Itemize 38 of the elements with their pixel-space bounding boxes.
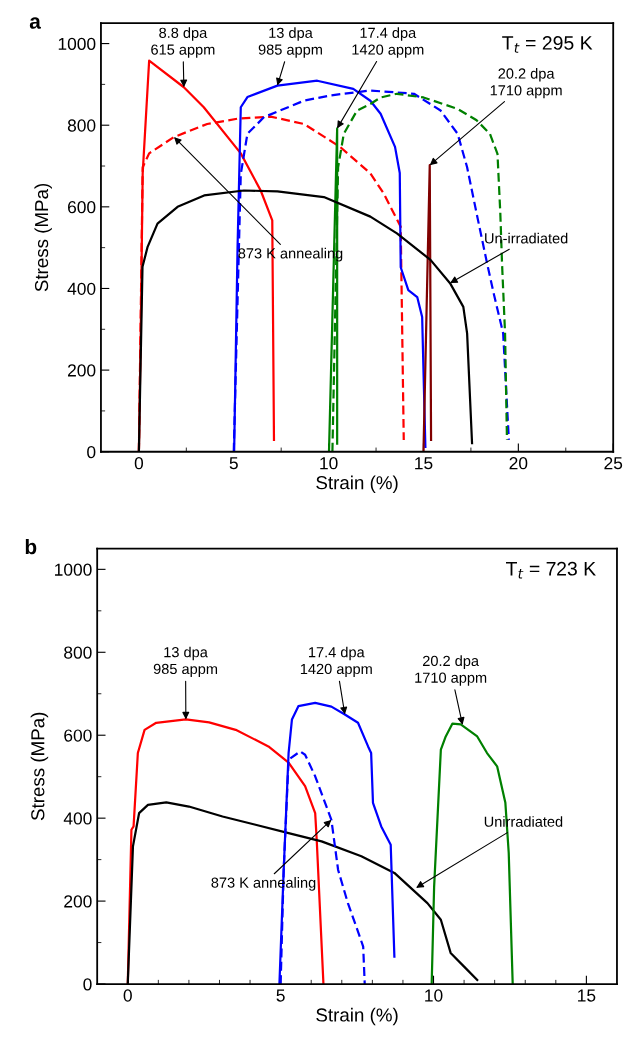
- x-tick-label: 15: [415, 457, 433, 470]
- x-tick-label: 5: [276, 989, 285, 1002]
- y-tick-label: 0: [87, 445, 96, 459]
- annotation: 20.2 dpa 1710 appm: [415, 655, 487, 686]
- x-tick-label: 5: [229, 457, 238, 470]
- annotation: 17.4 dpa 1420 appm: [300, 646, 372, 677]
- annotation: 17.4 dpa 1420 appm: [352, 27, 424, 58]
- annotation: 8.8 dpa 615 appm: [151, 27, 215, 58]
- y-tick-label: 200: [64, 895, 92, 908]
- x-axis-title: Strain (%): [316, 1007, 398, 1026]
- annotation: 13 dpa 985 appm: [153, 646, 218, 677]
- x-axis-title: Strain (%): [316, 475, 398, 494]
- x-tick-label: 15: [578, 989, 596, 1002]
- x-tick-label: 0: [134, 457, 144, 470]
- y-axis-title: Stress (MPa): [34, 183, 52, 292]
- y-tick-label: 400: [67, 282, 96, 295]
- y-tick-label: 600: [68, 201, 96, 214]
- x-tick-label: 10: [320, 457, 338, 470]
- y-axis-title: Stress (MPa): [30, 712, 49, 821]
- chart-title: a: [29, 17, 41, 29]
- x-tick-label: 25: [604, 457, 623, 470]
- annotation: T$_{t}$ = 295 K: [502, 36, 593, 53]
- x-tick-label: 20: [509, 457, 528, 470]
- y-tick-label: 200: [68, 364, 96, 377]
- chart-title: b: [25, 538, 37, 555]
- y-tick-label: 600: [64, 729, 92, 742]
- annotation: 20.2 dpa 1710 appm: [490, 67, 562, 99]
- annotation: T$_{t}$ = 723 K: [506, 561, 596, 579]
- y-tick-label: 400: [63, 812, 92, 825]
- y-tick-label: 800: [67, 119, 96, 132]
- annotation: 13 dpa 985 appm: [258, 27, 322, 58]
- x-tick-label: 0: [123, 989, 132, 1002]
- annotation: Un-irradiated: [485, 232, 568, 244]
- y-tick-label: 1000: [58, 37, 96, 51]
- y-tick-label: 800: [64, 646, 92, 659]
- y-tick-label: 1000: [55, 563, 92, 576]
- x-tick-label: 10: [425, 989, 443, 1002]
- y-tick-label: 0: [83, 978, 92, 991]
